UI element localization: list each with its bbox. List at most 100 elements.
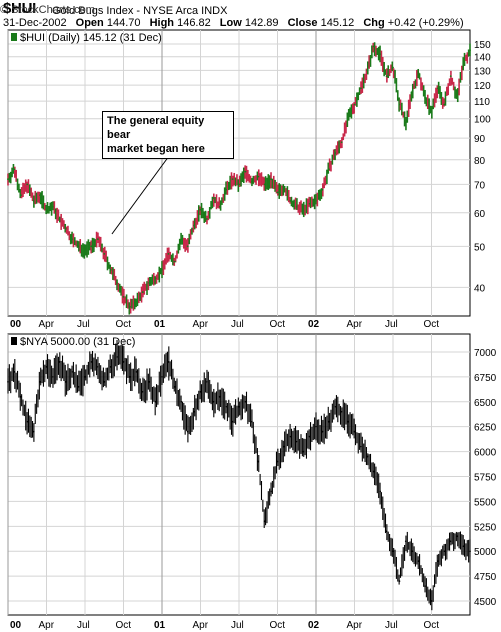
- nya-point-11: [77, 385, 80, 388]
- hui-point-23: [154, 277, 157, 280]
- nya-ytick-7: 6250: [474, 423, 497, 434]
- hui-point-40: [263, 183, 266, 186]
- hui-point-44: [289, 199, 292, 202]
- chg-value: +0.42 (+0.29%): [387, 17, 464, 29]
- nya-point-3: [26, 420, 29, 423]
- nya-point-39: [257, 460, 260, 463]
- hui-legend-swatch: [11, 33, 17, 41]
- hui-point-0: [7, 178, 9, 181]
- low-label: Low: [219, 17, 242, 29]
- hui-point-69: [449, 75, 452, 78]
- nya-xtick-9: Apr: [347, 620, 363, 631]
- hui-point-61: [398, 103, 401, 106]
- nya-point-61: [398, 580, 401, 583]
- hui-ytick-3: 70: [474, 180, 486, 191]
- quote-line: 31-Dec-2002 Open 144.70 High 146.82 Low …: [3, 17, 464, 30]
- hui-point-4: [32, 199, 35, 202]
- annotation-box: The general equity bear market began her…: [102, 111, 234, 159]
- nya-ytick-10: 7000: [474, 348, 497, 359]
- hui-point-71: [462, 61, 465, 63]
- nya-point-13: [90, 361, 93, 363]
- hui-point-12: [84, 249, 86, 251]
- hui-point-10: [71, 238, 74, 241]
- nya-point-55: [360, 445, 362, 448]
- nya-point-14: [96, 366, 99, 368]
- hui-point-53: [347, 117, 349, 120]
- open-label: Open: [75, 17, 104, 29]
- hui-ytick-5: 90: [474, 134, 486, 145]
- nya-point-69: [449, 540, 452, 543]
- nya-point-19: [129, 375, 131, 378]
- hui-point-66: [430, 110, 433, 113]
- brand: © StockCharts.com: [0, 4, 95, 16]
- hui-point-58: [379, 53, 382, 56]
- nya-point-23: [154, 400, 157, 403]
- hui-point-35: [231, 178, 234, 181]
- hui-point-29: [193, 224, 195, 227]
- nya-point-30: [199, 390, 202, 393]
- nya-point-60: [392, 550, 394, 553]
- hui-ytick-2: 60: [474, 209, 486, 220]
- hui-xtick-5: Apr: [193, 319, 209, 330]
- hui-ytick-8: 120: [474, 81, 491, 92]
- hui-point-15: [103, 252, 106, 255]
- nya-point-47: [308, 435, 311, 438]
- nya-ytick-2: 5000: [474, 547, 497, 558]
- hui-xtick-3: Oct: [116, 319, 132, 330]
- close-value: 145.12: [320, 17, 355, 29]
- nya-point-50: [327, 420, 330, 423]
- nya-ytick-5: 5750: [474, 473, 497, 484]
- nya-point-33: [218, 395, 221, 398]
- nya-xtick-0: 00: [10, 620, 22, 631]
- nya-point-58: [379, 490, 382, 493]
- nya-legend: $NYA 5000.00 (31 Dec): [20, 336, 135, 348]
- hui-point-38: [250, 180, 253, 183]
- nya-point-15: [103, 380, 106, 383]
- nya-point-21: [141, 390, 144, 393]
- nya-point-1: [13, 370, 16, 373]
- hui-point-34: [225, 188, 228, 191]
- nya-point-48: [315, 425, 317, 428]
- hui-point-55: [360, 87, 362, 90]
- hui-xtick-2: Jul: [77, 319, 90, 330]
- nya-point-36: [238, 405, 240, 408]
- hui-ytick-0: 40: [474, 283, 486, 294]
- hui-point-13: [90, 245, 93, 248]
- nya-point-28: [186, 430, 189, 433]
- hui-point-56: [366, 69, 369, 72]
- nya-xtick-4: 01: [154, 620, 166, 631]
- hui-point-48: [315, 199, 317, 202]
- hui-point-51: [334, 152, 337, 154]
- hui-point-52: [340, 141, 343, 144]
- nya-point-31: [206, 380, 208, 383]
- hui-point-1: [13, 168, 16, 171]
- open-value: 144.70: [106, 17, 141, 29]
- nya-xtick-6: Jul: [231, 620, 244, 631]
- hui-point-57: [372, 45, 375, 48]
- nya-xtick-10: Jul: [385, 620, 398, 631]
- nya-point-44: [289, 435, 292, 438]
- nya-point-26: [173, 385, 176, 388]
- hui-point-62: [404, 121, 407, 124]
- nya-ytick-9: 6750: [474, 373, 497, 384]
- hui-point-36: [238, 183, 240, 186]
- hui-point-3: [26, 183, 29, 186]
- hui-ytick-1: 50: [474, 242, 486, 253]
- hui-xtick-6: Jul: [231, 319, 244, 330]
- nya-texture: [7, 340, 471, 611]
- hui-point-39: [257, 175, 260, 178]
- nya-point-32: [212, 400, 215, 403]
- nya-point-53: [347, 420, 349, 423]
- nya-point-68: [443, 550, 446, 553]
- hui-point-32: [212, 197, 215, 199]
- hui-xtick-0: 00: [10, 319, 22, 330]
- hui-point-47: [308, 202, 311, 205]
- hui-point-72: [469, 49, 471, 52]
- hui-point-37: [244, 170, 247, 173]
- hui-point-19: [129, 305, 131, 308]
- nya-point-10: [71, 370, 74, 373]
- chg-label: Chg: [363, 17, 385, 29]
- hui-xtick-7: Oct: [270, 319, 286, 330]
- nya-point-59: [385, 530, 388, 533]
- hui-point-28: [186, 245, 189, 248]
